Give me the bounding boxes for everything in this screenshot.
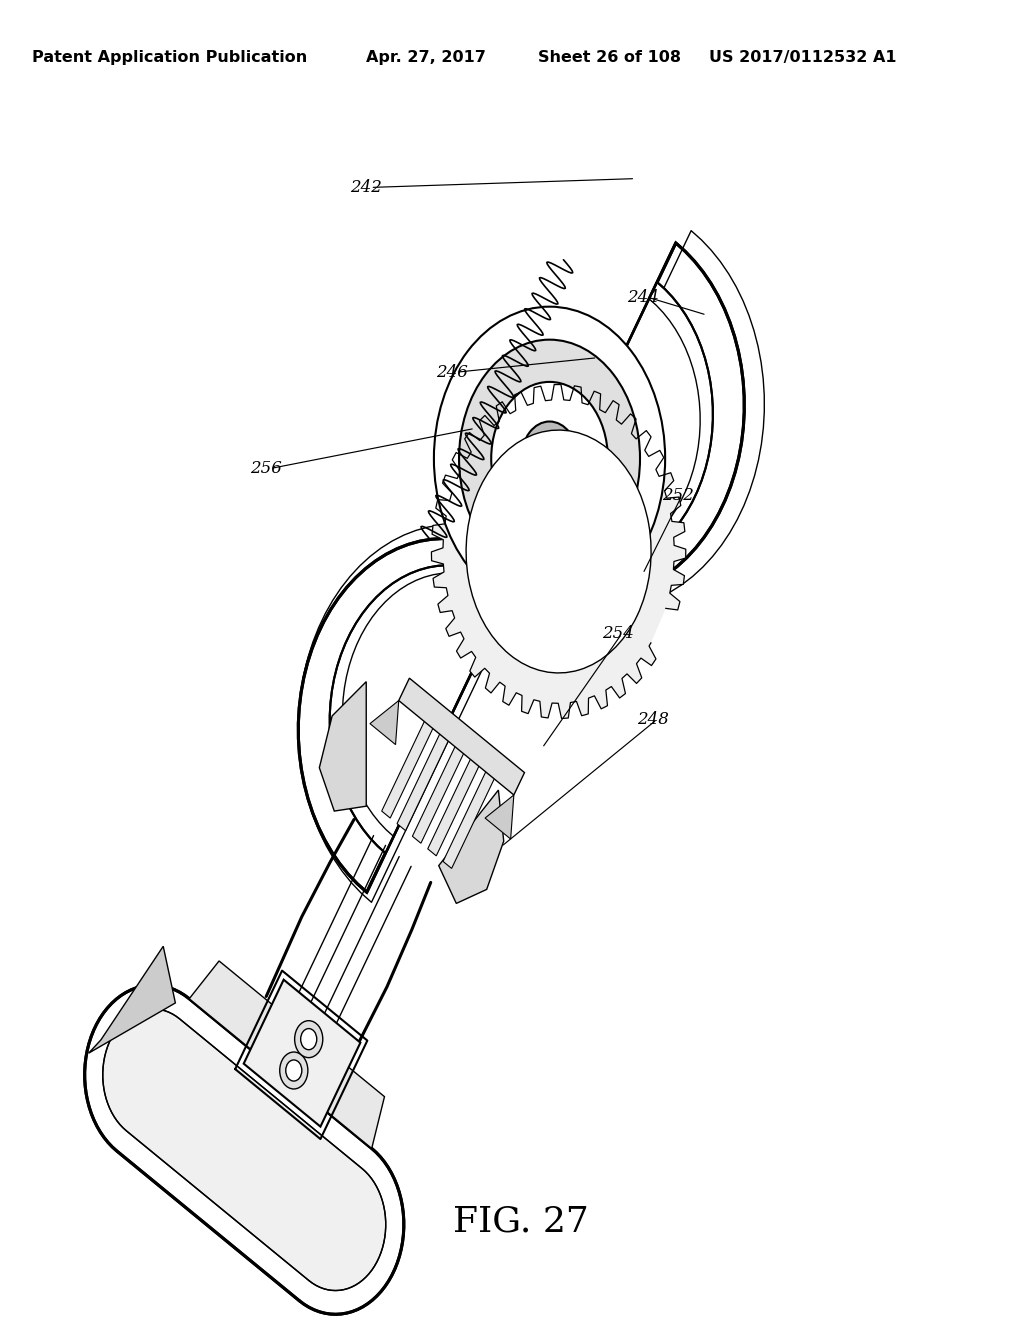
Text: 246: 246 <box>436 364 468 380</box>
Polygon shape <box>431 384 686 718</box>
Polygon shape <box>298 243 744 892</box>
Text: Apr. 27, 2017: Apr. 27, 2017 <box>366 50 485 65</box>
Text: 248: 248 <box>637 711 669 727</box>
Text: 244: 244 <box>627 289 658 305</box>
Text: 242: 242 <box>350 180 382 195</box>
Polygon shape <box>85 985 403 1315</box>
Ellipse shape <box>295 1020 323 1057</box>
Polygon shape <box>330 282 713 853</box>
Polygon shape <box>102 1008 386 1291</box>
Polygon shape <box>89 946 175 1053</box>
Text: US 2017/0112532 A1: US 2017/0112532 A1 <box>709 50 897 65</box>
Ellipse shape <box>434 306 666 610</box>
Text: 252: 252 <box>663 487 694 503</box>
Polygon shape <box>248 1027 307 1104</box>
Polygon shape <box>428 743 486 855</box>
Polygon shape <box>438 791 504 903</box>
Text: Patent Application Publication: Patent Application Publication <box>32 50 307 65</box>
Ellipse shape <box>301 1028 316 1049</box>
Text: 256: 256 <box>250 461 282 477</box>
Ellipse shape <box>286 1060 302 1081</box>
Polygon shape <box>413 730 471 843</box>
Polygon shape <box>443 755 502 869</box>
Ellipse shape <box>459 339 640 577</box>
Polygon shape <box>382 705 441 818</box>
Polygon shape <box>397 717 456 830</box>
Text: 254: 254 <box>602 626 634 642</box>
Ellipse shape <box>280 1052 308 1089</box>
Text: FIG. 27: FIG. 27 <box>454 1204 589 1238</box>
Text: Sheet 26 of 108: Sheet 26 of 108 <box>539 50 681 65</box>
Ellipse shape <box>466 430 651 673</box>
Polygon shape <box>319 681 367 810</box>
Polygon shape <box>189 961 384 1148</box>
Polygon shape <box>370 701 398 744</box>
Polygon shape <box>398 678 524 795</box>
Polygon shape <box>244 979 360 1126</box>
Ellipse shape <box>521 421 578 495</box>
Polygon shape <box>485 795 514 840</box>
Ellipse shape <box>492 381 608 535</box>
